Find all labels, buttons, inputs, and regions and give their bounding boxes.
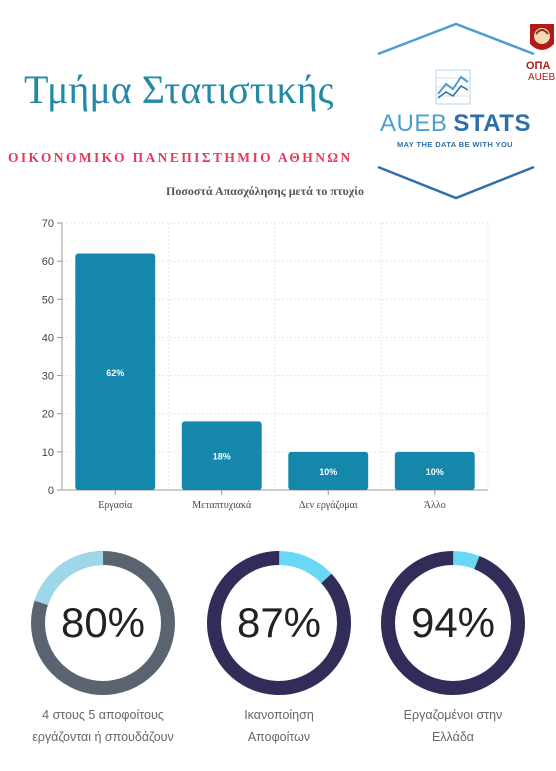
y-tick-label: 70 [42, 218, 54, 230]
bar [394, 451, 475, 490]
stat-ring-satisfaction: 87% [204, 548, 354, 698]
stat-percent: 80% [60, 599, 146, 646]
donut-ring [381, 551, 525, 695]
logo-tagline: MAY THE DATA BE WITH YOU [397, 140, 513, 149]
logo-aueb-text: AUEB [380, 110, 448, 137]
y-tick-label: 60 [42, 256, 54, 268]
y-tick-label: 40 [42, 332, 54, 344]
stat-label-line: Εργαζομένοι στην [403, 708, 503, 722]
x-tick-label: Δεν εργάζομαι [299, 500, 358, 511]
y-tick-label: 10 [42, 447, 54, 459]
stat-label-graduates: 4 στους 5 αποφοίτους εργάζονται ή σπουδά… [0, 704, 206, 748]
y-tick-label: 0 [48, 485, 54, 497]
y-tick-label: 50 [42, 294, 54, 306]
aueb-stats-wordmark: AUEB STATS [380, 110, 530, 138]
stat-label-line: Ελλάδα [431, 730, 475, 744]
chart-gridlines [62, 222, 489, 490]
y-tick-label: 30 [42, 371, 54, 383]
bar-data-label: 18% [213, 452, 231, 462]
logo-stats-text: STATS [453, 110, 531, 137]
x-tick-label: Μεταπτυχιακά [192, 500, 252, 511]
stat-ring-graduates: 80% [28, 548, 178, 698]
stat-label-satisfaction: Ικανοποίηση Αποφοίτων [186, 704, 372, 748]
aueb-small-logo-text: AUEB [528, 72, 556, 83]
bar [75, 253, 156, 490]
opa-logo-text: ΟΠΑ [526, 60, 551, 72]
chart-trend-icon [435, 69, 471, 105]
aueb-stats-logo [377, 22, 535, 200]
donut-ring [31, 551, 175, 695]
stat-label-line: εργάζονται ή σπουδάζουν [32, 730, 174, 744]
opa-crest-icon [530, 24, 554, 50]
stat-percent: 87% [236, 599, 322, 646]
bar [288, 451, 369, 490]
employment-bar-chart: 0 10 20 30 40 50 60 70 62% Εργασία 18% Μεταπτυχιακά… [42, 218, 489, 511]
x-tick-label: Εργασία [98, 500, 133, 511]
stat-percent: 94% [410, 599, 496, 646]
y-tick-label: 20 [42, 409, 54, 421]
bar-data-label: 62% [106, 368, 124, 378]
stat-label-line: Αποφοίτων [247, 730, 311, 744]
stat-ring-employed-greece: 94% [378, 548, 528, 698]
chart-labels: 0 10 20 30 40 50 60 70 62% Εργασία 18% Μεταπτυχιακά… [42, 218, 446, 511]
university-name: ΟΙΚΟΝΟΜΙΚΟ ΠΑΝΕΠΙΣΤΗΜΙΟ ΑΘΗΝΩΝ [8, 150, 353, 165]
stat-label-line: Ικανοποίηση [244, 708, 314, 722]
x-tick-label: Άλλο [424, 500, 446, 511]
donut-ring [207, 551, 351, 695]
chart-bars [75, 253, 475, 490]
bar [181, 421, 262, 490]
bar-data-label: 10% [426, 467, 444, 477]
stat-label-employed-greece: Εργαζομένοι στην Ελλάδα [362, 704, 544, 748]
bar-data-label: 10% [319, 467, 337, 477]
stat-label-line: 4 στους 5 αποφοίτους [42, 708, 164, 722]
chart-title: Ποσοστά Απασχόλησης μετά το πτυχίο [165, 184, 365, 198]
department-title: Τμήμα Στατιστικής [24, 67, 334, 112]
